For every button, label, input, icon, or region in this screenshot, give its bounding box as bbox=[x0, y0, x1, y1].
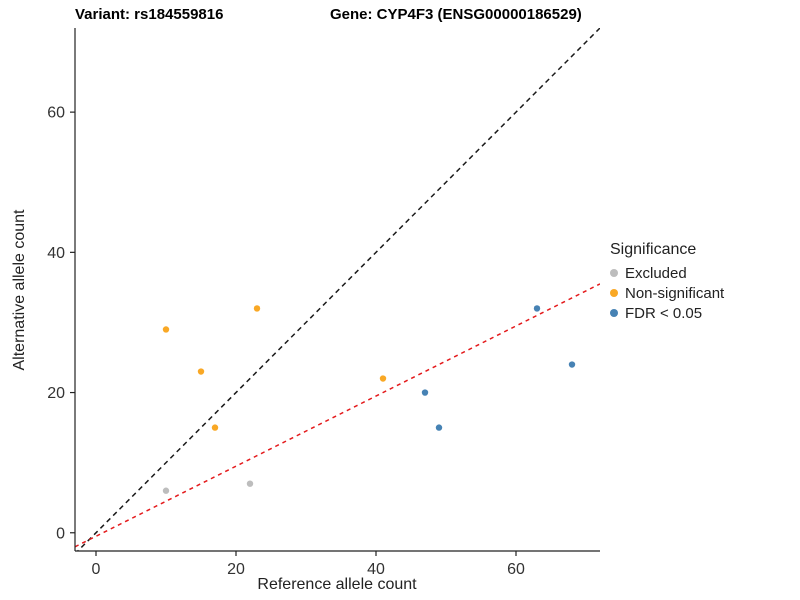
data-point bbox=[246, 480, 254, 487]
legend-item-non-significant: Non-significant bbox=[610, 283, 724, 303]
x-axis-label: Reference allele count bbox=[257, 576, 417, 593]
legend-label-fdr: FDR < 0.05 bbox=[625, 304, 703, 322]
data-point bbox=[253, 305, 261, 312]
x-tick-label: 0 bbox=[92, 561, 101, 578]
legend: Significance Excluded Non-significant FD… bbox=[610, 241, 724, 323]
data-point bbox=[533, 305, 541, 312]
x-tick-label: 20 bbox=[227, 561, 245, 578]
y-tick-label: 20 bbox=[47, 385, 65, 402]
legend-dot-fdr-icon bbox=[610, 309, 618, 317]
regression-line bbox=[75, 283, 600, 548]
data-point bbox=[162, 487, 170, 494]
legend-label-non-significant: Non-significant bbox=[625, 284, 725, 302]
legend-dot-excluded-icon bbox=[610, 269, 618, 277]
y-tick-label: 40 bbox=[47, 245, 65, 262]
x-tick-label: 60 bbox=[507, 561, 525, 578]
data-point bbox=[162, 326, 170, 333]
data-point bbox=[568, 361, 576, 368]
legend-label-excluded: Excluded bbox=[625, 264, 687, 282]
identity-line bbox=[76, 28, 600, 551]
x-tick-label: 40 bbox=[367, 561, 385, 578]
variant-title: Variant: rs184559816 bbox=[75, 6, 224, 23]
data-point bbox=[435, 424, 443, 431]
legend-title: Significance bbox=[610, 241, 697, 258]
data-point bbox=[379, 375, 387, 382]
legend-dot-non-significant-icon bbox=[610, 289, 618, 297]
gene-title: Gene: CYP4F3 (ENSG00000186529) bbox=[330, 6, 582, 23]
y-axis-label: Alternative allele count bbox=[11, 209, 28, 371]
y-tick-label: 60 bbox=[47, 105, 65, 122]
y-tick-label: 0 bbox=[56, 525, 65, 542]
legend-item-excluded: Excluded bbox=[610, 263, 724, 283]
data-point bbox=[197, 368, 205, 375]
data-point bbox=[211, 424, 219, 431]
legend-item-fdr: FDR < 0.05 bbox=[610, 303, 724, 323]
data-point bbox=[421, 389, 429, 396]
